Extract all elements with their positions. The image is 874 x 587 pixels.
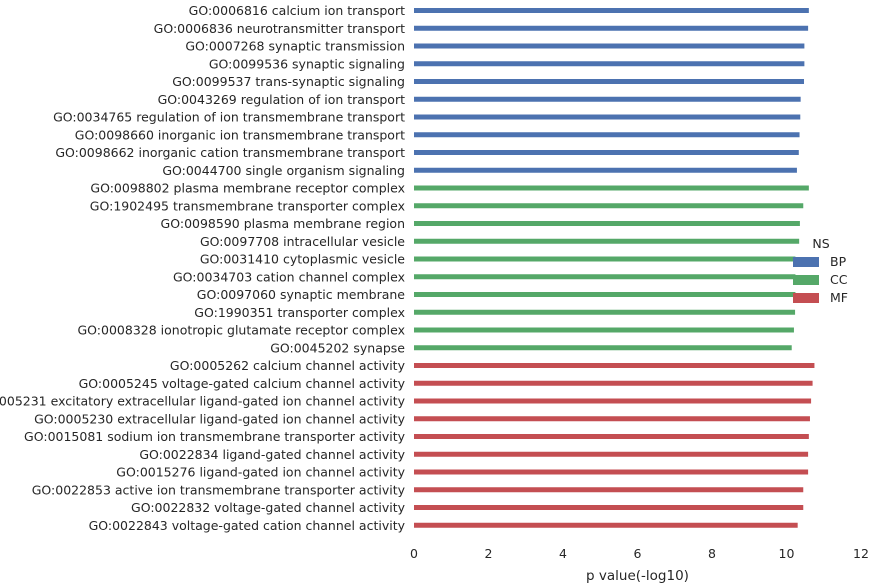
category-label-1: GO:0006816 calcium ion transport xyxy=(189,3,405,18)
x-tick-label-2: 2 xyxy=(485,546,493,561)
category-label-10: GO:0044700 single organism signaling xyxy=(162,163,405,178)
bar-5 xyxy=(414,79,805,84)
bar-22 xyxy=(414,380,813,386)
legend-swatch-bp xyxy=(793,257,819,267)
bars-group xyxy=(414,8,815,528)
bar-18 xyxy=(414,309,796,315)
bar-26 xyxy=(414,451,809,457)
bar-8 xyxy=(414,132,800,138)
bar-10 xyxy=(414,167,797,173)
bar-2 xyxy=(414,25,809,31)
category-label-29: GO:0022832 voltage-gated channel activit… xyxy=(131,500,406,515)
bar-7 xyxy=(414,114,801,120)
category-label-26: GO:0022834 ligand-gated channel activity xyxy=(139,447,405,462)
category-label-14: GO:0097708 intracellular vesicle xyxy=(200,234,405,249)
category-label-2: GO:0006836 neurotransmitter transport xyxy=(154,21,405,36)
category-label-4: GO:0099536 synaptic signaling xyxy=(209,56,405,71)
bar-11 xyxy=(414,185,809,191)
category-label-13: GO:0098590 plasma membrane region xyxy=(161,216,405,231)
category-label-22: GO:0005245 voltage-gated calcium channel… xyxy=(79,376,406,391)
category-label-24: GO:0005230 extracellular ligand-gated io… xyxy=(34,411,406,426)
bar-13 xyxy=(414,221,800,226)
bar-15 xyxy=(414,256,796,262)
x-tick-label-12: 12 xyxy=(853,546,869,561)
category-label-6: GO:0043269 regulation of ion transport xyxy=(158,92,406,107)
bar-4 xyxy=(414,61,805,67)
category-label-5: GO:0099537 trans-synaptic signaling xyxy=(172,74,405,89)
bar-29 xyxy=(414,505,804,510)
bar-28 xyxy=(414,487,804,493)
bar-17 xyxy=(414,292,796,297)
category-label-3: GO:0007268 synaptic transmission xyxy=(185,39,405,54)
category-label-11: GO:0098802 plasma membrane receptor comp… xyxy=(90,181,405,196)
bar-21 xyxy=(414,363,815,368)
bar-14 xyxy=(414,238,800,244)
bar-1 xyxy=(414,8,809,13)
bar-24 xyxy=(414,416,810,422)
legend: NS BP CC MF xyxy=(793,236,848,305)
category-label-15: GO:0031410 cytoplasmic vesicle xyxy=(200,252,405,267)
x-tick-label-10: 10 xyxy=(779,546,795,561)
category-label-8: GO:0098660 inorganic ion transmembrane t… xyxy=(75,127,405,142)
x-axis-ticks-group: 0 2 4 6 8 10 12 xyxy=(410,546,869,561)
bar-9 xyxy=(414,150,799,155)
bar-25 xyxy=(414,434,809,439)
legend-title: NS xyxy=(812,236,829,251)
x-tick-label-0: 0 xyxy=(410,546,418,561)
x-tick-label-6: 6 xyxy=(634,546,642,561)
bar-19 xyxy=(414,327,794,333)
bar-3 xyxy=(414,43,805,49)
category-label-21: GO:0005262 calcium channel activity xyxy=(170,358,406,373)
category-label-7: GO:0034765 regulation of ion transmembra… xyxy=(53,110,405,125)
category-label-16: GO:0034703 cation channel complex xyxy=(173,269,405,284)
category-label-9: GO:0098662 inorganic cation transmembran… xyxy=(55,145,405,160)
legend-label-mf: MF xyxy=(830,290,848,305)
legend-entries-group: BP CC MF xyxy=(793,254,848,305)
legend-swatch-mf xyxy=(793,293,819,303)
category-label-28: GO:0022853 active ion transmembrane tran… xyxy=(32,482,406,497)
bar-12 xyxy=(414,203,804,209)
category-label-19: GO:0008328 ionotropic glutamate receptor… xyxy=(78,323,406,338)
category-label-25: GO:0015081 sodium ion transmembrane tran… xyxy=(24,429,406,444)
x-tick-label-8: 8 xyxy=(708,546,716,561)
category-label-27: GO:0015276 ligand-gated ion channel acti… xyxy=(116,465,405,480)
category-label-17: GO:0097060 synaptic membrane xyxy=(197,287,406,302)
legend-swatch-cc xyxy=(793,275,819,285)
bar-6 xyxy=(414,96,801,102)
category-label-23: GO:0005231 excitatory extracellular liga… xyxy=(0,394,406,409)
bar-20 xyxy=(414,345,792,351)
category-label-12: GO:1902495 transmembrane transporter com… xyxy=(90,198,405,213)
legend-label-bp: BP xyxy=(830,254,847,269)
legend-label-cc: CC xyxy=(830,272,848,287)
bar-23 xyxy=(414,398,812,404)
category-label-30: GO:0022843 voltage-gated cation channel … xyxy=(89,518,406,533)
x-tick-label-4: 4 xyxy=(559,546,567,561)
bar-27 xyxy=(414,469,809,475)
category-label-20: GO:0045202 synapse xyxy=(270,340,405,355)
bar-16 xyxy=(414,274,796,280)
category-labels-group: GO:0006816 calcium ion transport GO:00068… xyxy=(0,3,406,533)
bar-30 xyxy=(414,522,798,528)
category-label-18: GO:1990351 transporter complex xyxy=(194,305,405,320)
x-axis-title: p value(-log10) xyxy=(586,568,689,584)
